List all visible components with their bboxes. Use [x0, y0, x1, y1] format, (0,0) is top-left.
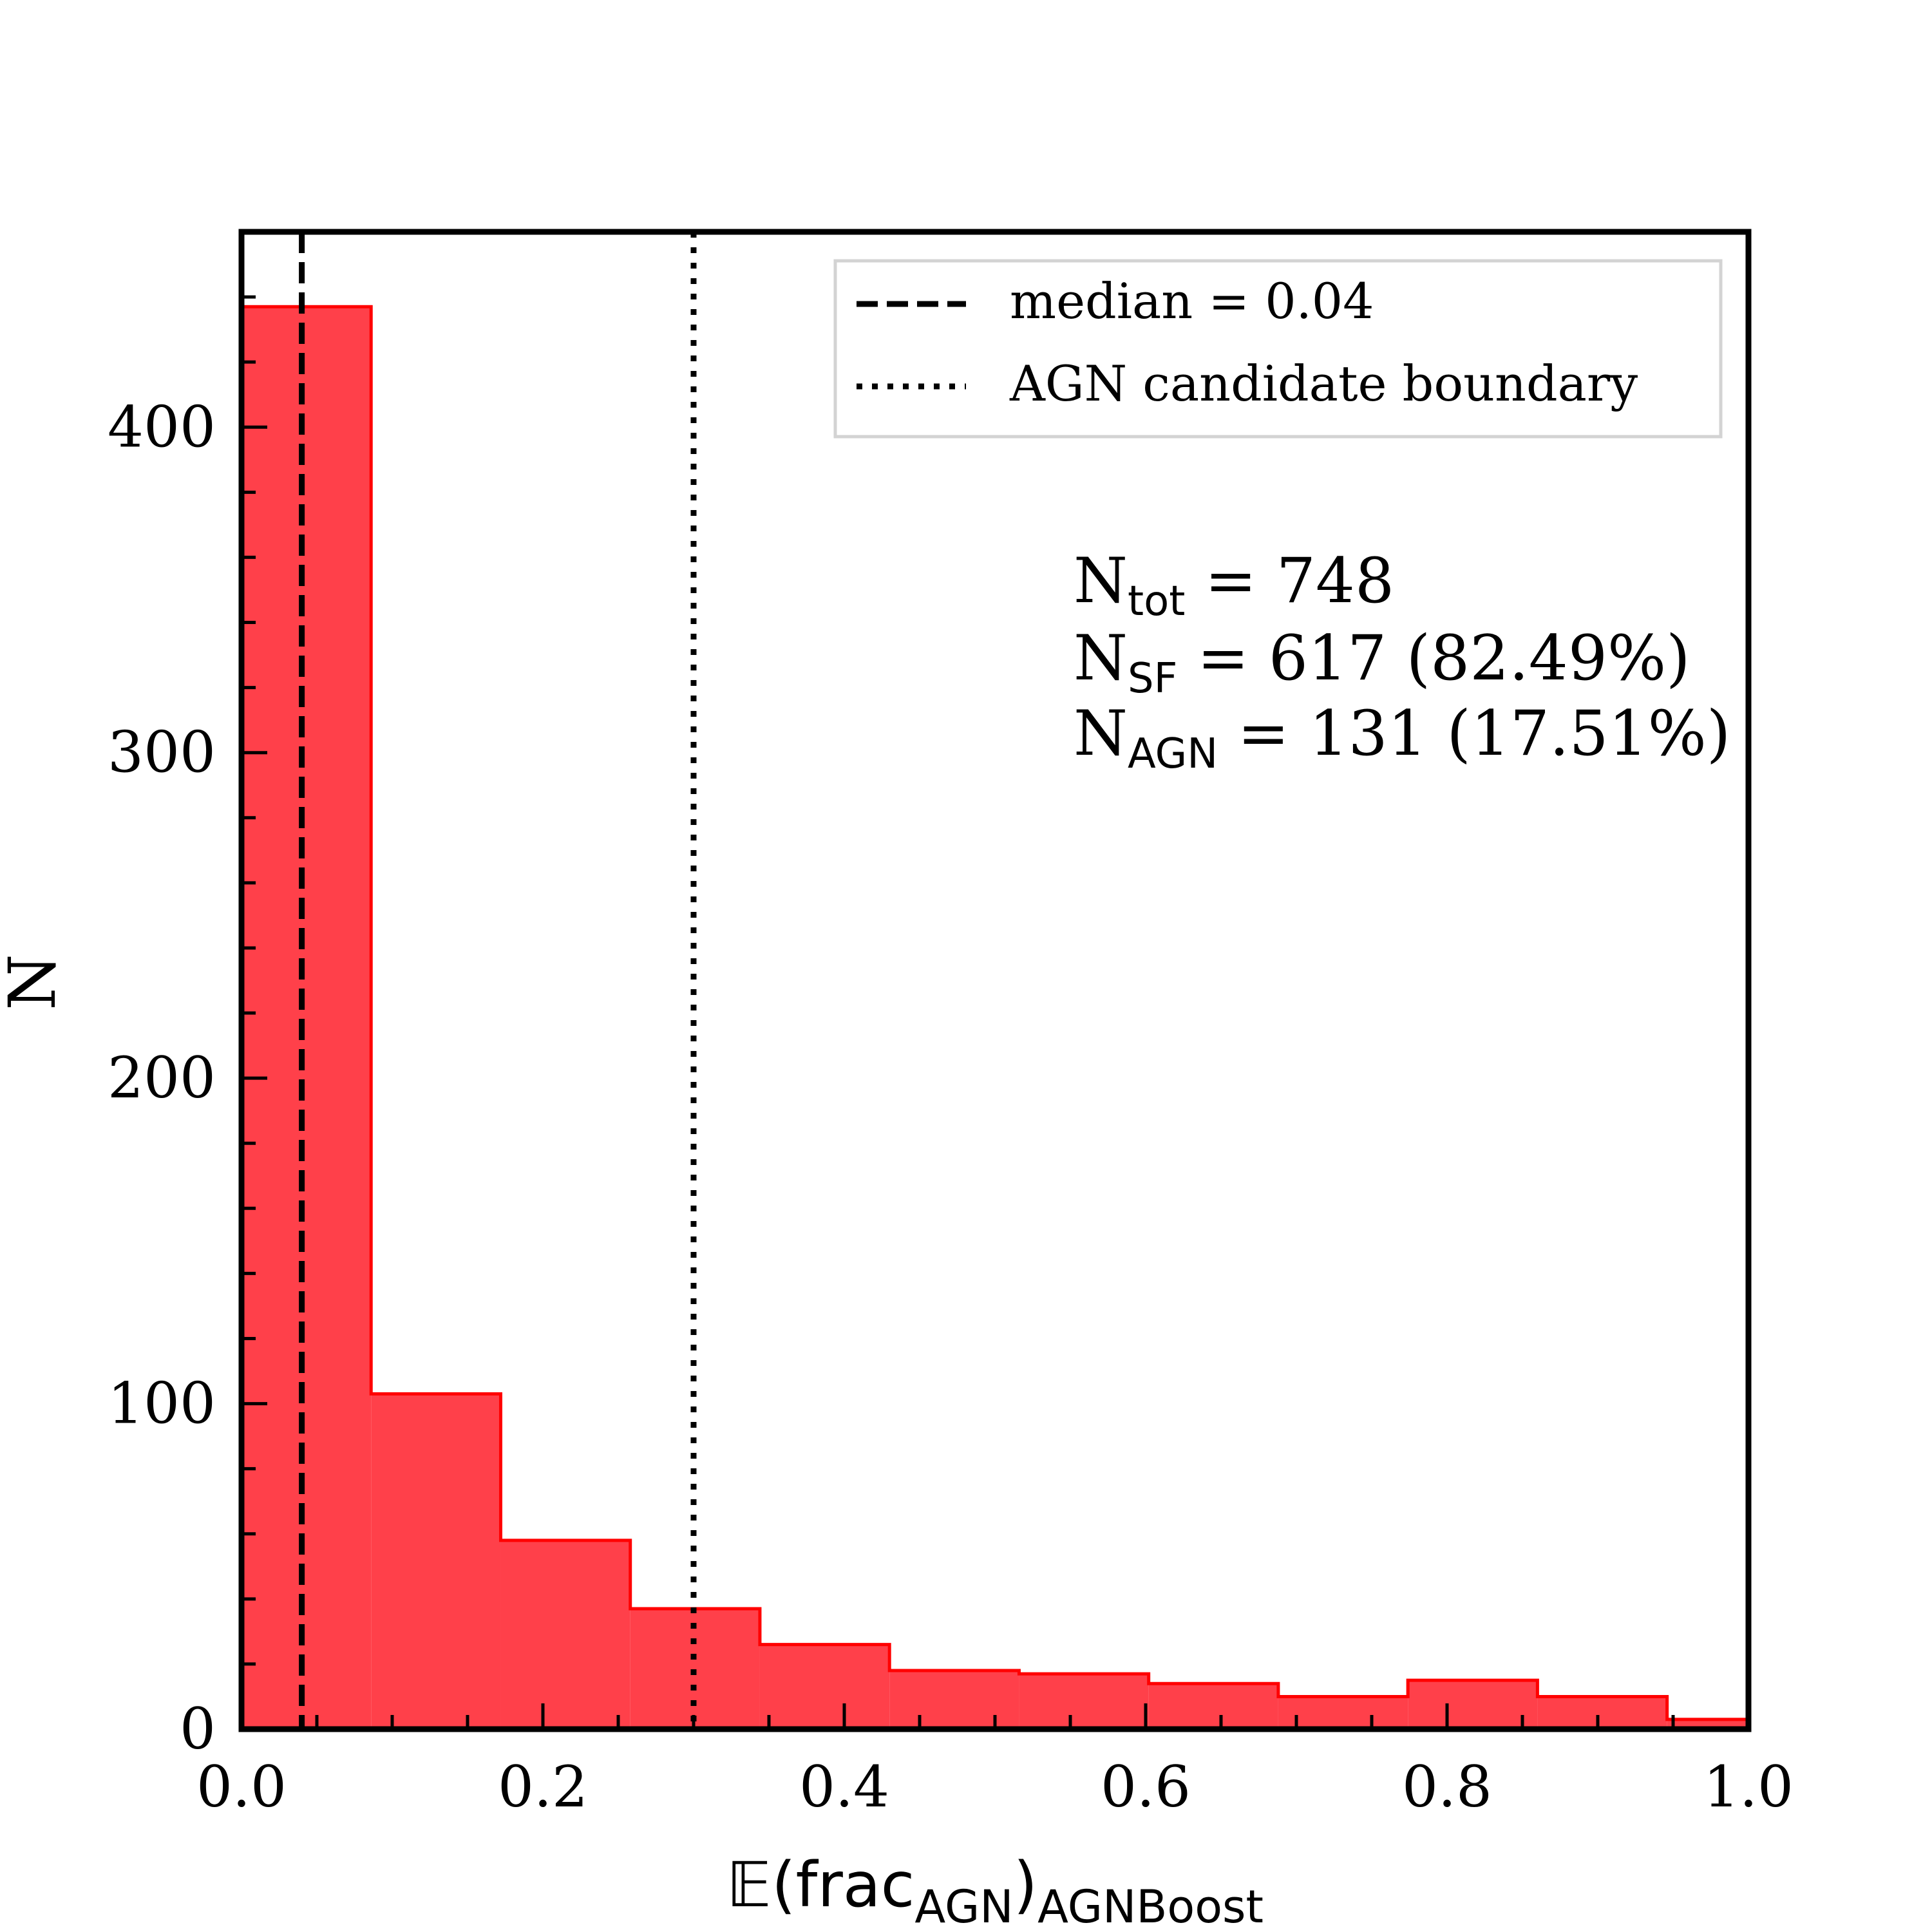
- y-tick-label: 0: [180, 1696, 216, 1762]
- histogram-bar-0: [242, 307, 372, 1729]
- x-axis-label-sub2: AGNBoost: [1037, 1880, 1264, 1932]
- plot-frame: [238, 229, 1752, 1732]
- legend: median = 0.04 AGN candidate boundary: [833, 259, 1723, 439]
- y-tick-label: 100: [108, 1370, 216, 1437]
- y-tick-labels: 0 100 200 300 400: [108, 393, 216, 1762]
- annotation-n-sf-sub: SF: [1128, 655, 1177, 703]
- histogram-bar-2: [500, 1540, 630, 1729]
- histogram-bar-3: [630, 1608, 760, 1729]
- count-annotations: Ntot = 748 NSF = 617 (82.49%) NAGN = 131…: [1074, 545, 1730, 778]
- legend-box: [833, 259, 1723, 439]
- x-tick-labels: 0.0 0.2 0.4 0.6 0.8 1.0: [196, 1754, 1794, 1820]
- legend-label-median: median = 0.04: [1010, 272, 1374, 330]
- annotation-n-sf: NSF = 617 (82.49%): [1074, 622, 1690, 703]
- histogram-bar-8: [1278, 1696, 1408, 1729]
- histogram-bar-7: [1148, 1683, 1278, 1729]
- y-tick-label: 300: [108, 719, 216, 786]
- histogram-bar-9: [1408, 1680, 1538, 1729]
- annotation-n-tot-symbol: N: [1074, 545, 1128, 617]
- x-axis-label: 𝔼(fracAGN)AGNBoost: [726, 1849, 1264, 1932]
- annotation-n-tot-sub: tot: [1128, 578, 1185, 625]
- x-tick-label: 0.8: [1402, 1754, 1492, 1820]
- annotation-n-agn: NAGN = 131 (17.51%): [1074, 697, 1730, 778]
- histogram-bars: [240, 305, 1750, 1729]
- reference-lines: [299, 232, 697, 1729]
- annotation-n-tot-value: = 748: [1185, 545, 1394, 617]
- annotation-n-agn-value: = 131 (17.51%): [1218, 697, 1730, 770]
- histogram-bar-5: [889, 1671, 1019, 1729]
- y-tick-label: 400: [108, 393, 216, 460]
- x-tick-label: 0.2: [498, 1754, 588, 1820]
- histogram-bar-4: [759, 1644, 890, 1729]
- x-tick-label: 0.4: [799, 1754, 889, 1820]
- annotation-n-sf-value: = 617 (82.49%): [1177, 622, 1690, 694]
- x-axis-label-main: 𝔼(frac: [726, 1849, 914, 1921]
- annotation-n-agn-symbol: N: [1074, 697, 1128, 770]
- annotation-n-agn-sub: AGN: [1128, 730, 1218, 778]
- legend-label-boundary: AGN candidate boundary: [1009, 355, 1638, 412]
- histogram-bar-1: [371, 1394, 501, 1729]
- histogram-bar-6: [1019, 1674, 1149, 1729]
- x-tick-label: 1.0: [1703, 1754, 1794, 1820]
- annotation-n-tot: Ntot = 748: [1074, 545, 1394, 625]
- annotation-n-sf-symbol: N: [1074, 622, 1128, 694]
- histogram-bar-10: [1537, 1696, 1667, 1729]
- y-tick-label: 200: [108, 1045, 216, 1111]
- x-axis-label-close: ): [1014, 1849, 1037, 1921]
- histogram-outline: [240, 305, 1750, 1729]
- y-axis-label: N: [0, 954, 70, 1010]
- x-tick-label: 0.6: [1101, 1754, 1191, 1820]
- x-tick-label: 0.0: [196, 1754, 287, 1820]
- x-axis-label-sub1: AGN: [914, 1880, 1013, 1932]
